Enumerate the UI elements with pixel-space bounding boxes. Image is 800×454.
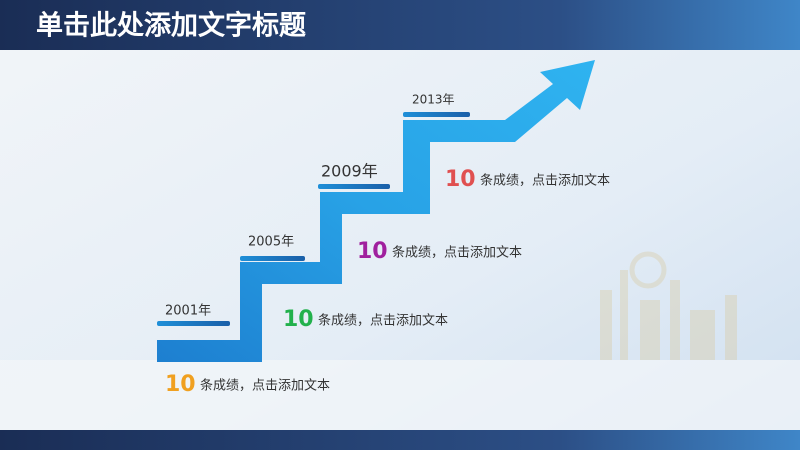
step-number: 10 (357, 239, 388, 264)
title: 单击此处添加文字标题 (36, 10, 306, 42)
step-number: 10 (165, 372, 196, 397)
step-text: 条成绩，点击添加文本 (200, 378, 330, 394)
year-bar (403, 112, 470, 117)
year-label: 2005年 (248, 235, 294, 250)
year-label: 2013年 (412, 93, 455, 107)
bottom-band (0, 360, 800, 432)
step-text: 条成绩，点击添加文本 (318, 313, 448, 329)
year-bar (240, 256, 305, 261)
year-bar (157, 321, 230, 326)
year-label: 2001年 (165, 304, 211, 319)
header-bar (0, 0, 800, 50)
step-number: 10 (445, 167, 476, 192)
step-text: 条成绩，点击添加文本 (392, 245, 522, 261)
step-number: 10 (283, 307, 314, 332)
staircase-arrow (157, 60, 595, 362)
bottom-strip (0, 430, 800, 450)
year-label: 2009年 (321, 162, 378, 181)
city-decoration (600, 251, 737, 360)
year-bar (318, 184, 390, 189)
step-text: 条成绩，点击添加文本 (480, 173, 610, 189)
